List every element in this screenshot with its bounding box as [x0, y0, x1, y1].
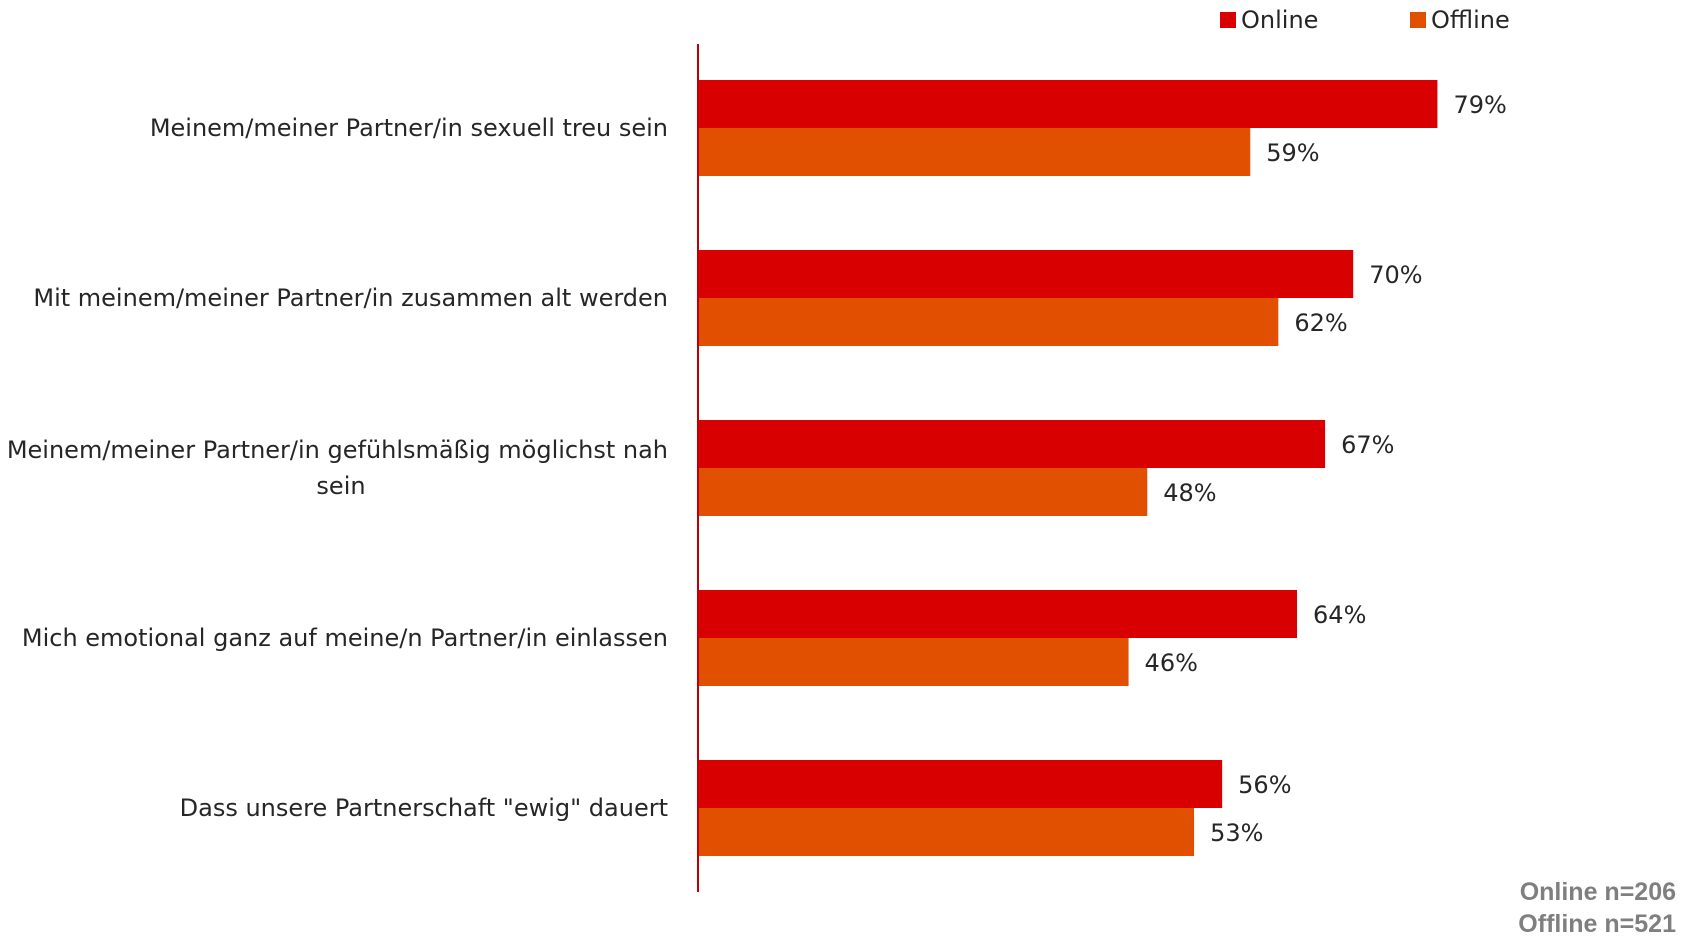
bar-offline [698, 468, 1148, 516]
bar-online [698, 590, 1298, 638]
bars [698, 80, 1438, 856]
data-label-offline: 48% [1163, 479, 1216, 507]
data-label-online: 70% [1369, 261, 1422, 289]
bar-offline [698, 128, 1251, 176]
category-label: Mich emotional ganz auf meine/n Partner/… [22, 624, 668, 652]
sample-size-offline: Offline n=521 [1518, 910, 1676, 938]
bar-offline [698, 638, 1129, 686]
data-label-offline: 46% [1145, 649, 1198, 677]
bar-online [698, 420, 1326, 468]
legend-swatch-offline [1410, 12, 1426, 28]
legend-swatch-online [1220, 12, 1236, 28]
category-label: Dass unsere Partnerschaft "ewig" dauert [180, 794, 668, 822]
data-label-online: 67% [1341, 431, 1394, 459]
legend-label-online: Online [1241, 6, 1318, 34]
category-label: Mit meinem/meiner Partner/in zusammen al… [33, 284, 668, 312]
bar-online [698, 80, 1438, 128]
legend-label-offline: Offline [1431, 6, 1510, 34]
data-label-offline: 62% [1294, 309, 1347, 337]
sample-size-online: Online n=206 [1519, 878, 1676, 906]
category-labels: Meinem/meiner Partner/in sexuell treu se… [7, 114, 668, 822]
category-label: sein [316, 472, 365, 500]
category-label: Meinem/meiner Partner/in gefühlsmäßig mö… [7, 436, 668, 464]
legend: Online Offline [1220, 6, 1510, 34]
value-labels: 79% 59% 70% 62% 67% 48% 64% 46% 56% 53% [1145, 91, 1507, 847]
data-label-online: 56% [1238, 771, 1291, 799]
data-label-offline: 53% [1210, 819, 1263, 847]
bar-offline [698, 808, 1195, 856]
category-label: Meinem/meiner Partner/in sexuell treu se… [150, 114, 668, 142]
data-label-offline: 59% [1266, 139, 1319, 167]
bar-offline [698, 298, 1279, 346]
data-label-online: 64% [1313, 601, 1366, 629]
sample-size-note: Online n=206 Offline n=521 [1518, 876, 1676, 940]
bar-online [698, 250, 1354, 298]
data-label-online: 79% [1453, 91, 1506, 119]
bar-online [698, 760, 1223, 808]
